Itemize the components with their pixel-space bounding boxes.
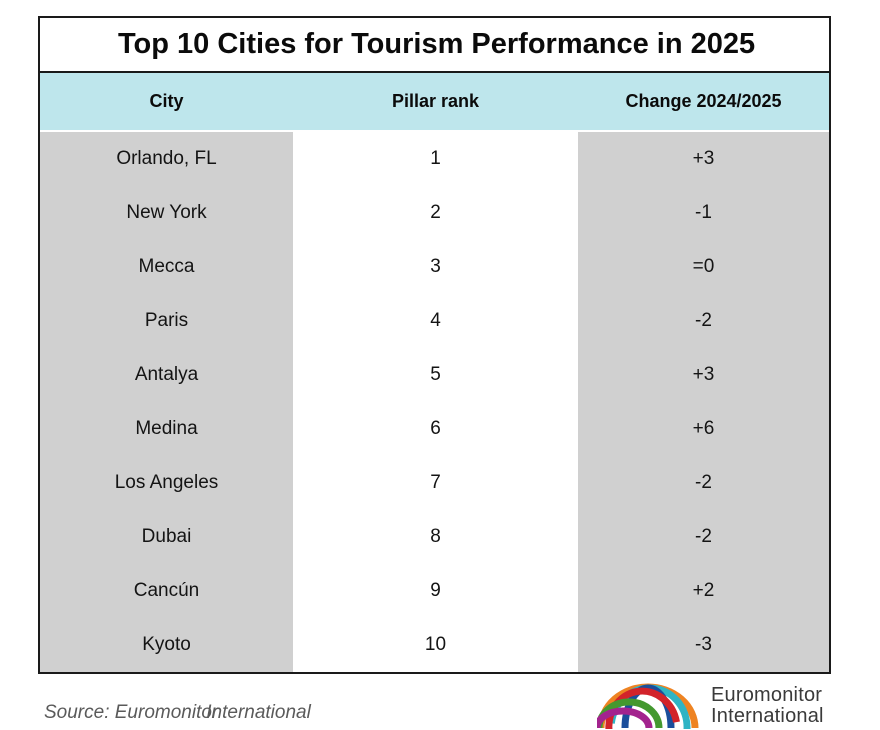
euromonitor-arcs-icon — [597, 683, 699, 729]
change-cell: -3 — [578, 618, 829, 672]
rank-cell: 6 — [293, 402, 578, 456]
change-cell: -2 — [578, 456, 829, 510]
table-row: Kyoto 10 -3 — [40, 618, 829, 672]
rank-cell: 8 — [293, 510, 578, 564]
table-row: Paris 4 -2 — [40, 294, 829, 348]
city-cell: Dubai — [40, 510, 293, 564]
rank-cell: 9 — [293, 564, 578, 618]
header-change: Change 2024/2025 — [625, 91, 782, 111]
table-row: Medina 6 +6 — [40, 402, 829, 456]
euromonitor-logo-text: Euromonitor International — [711, 685, 824, 727]
rank-cell: 1 — [293, 132, 578, 186]
city-cell: Los Angeles — [40, 456, 293, 510]
table-row: Orlando, FL 1 +3 — [40, 132, 829, 186]
table-row: Mecca 3 =0 — [40, 240, 829, 294]
rank-cell: 2 — [293, 186, 578, 240]
header-city: City — [149, 91, 184, 111]
euromonitor-logo: Euromonitor International — [597, 683, 824, 729]
source-caption-suffix: International — [206, 702, 311, 723]
city-cell: Medina — [40, 402, 293, 456]
rank-cell: 7 — [293, 456, 578, 510]
table-row: Los Angeles 7 -2 — [40, 456, 829, 510]
source-caption-prefix: Source: Euromonitor — [44, 702, 219, 723]
change-cell: +3 — [578, 348, 829, 402]
city-cell: Paris — [40, 294, 293, 348]
table-row: Antalya 5 +3 — [40, 348, 829, 402]
change-cell: +2 — [578, 564, 829, 618]
change-cell: +3 — [578, 132, 829, 186]
source-caption: Source: EuromonitorInternational — [44, 702, 311, 724]
change-cell: =0 — [578, 240, 829, 294]
table-row: Dubai 8 -2 — [40, 510, 829, 564]
change-cell: -1 — [578, 186, 829, 240]
table-body: Orlando, FL 1 +3 New York 2 -1 Mecca 3 =… — [40, 132, 829, 672]
city-cell: Kyoto — [40, 618, 293, 672]
city-cell: Mecca — [40, 240, 293, 294]
change-cell: -2 — [578, 294, 829, 348]
change-cell: -2 — [578, 510, 829, 564]
rank-cell: 10 — [293, 618, 578, 672]
logo-text-line2: International — [711, 705, 824, 727]
table-row: Cancún 9 +2 — [40, 564, 829, 618]
city-cell: Orlando, FL — [40, 132, 293, 186]
logo-text-line1: Euromonitor — [711, 684, 823, 706]
table-header-row: City Pillar rank Change 2024/2025 — [40, 73, 829, 132]
city-cell: Cancún — [40, 564, 293, 618]
city-cell: Antalya — [40, 348, 293, 402]
rank-cell: 5 — [293, 348, 578, 402]
page-title: Top 10 Cities for Tourism Performance in… — [40, 18, 829, 73]
tourism-performance-table: Top 10 Cities for Tourism Performance in… — [38, 16, 831, 674]
city-cell: New York — [40, 186, 293, 240]
table-row: New York 2 -1 — [40, 186, 829, 240]
change-cell: +6 — [578, 402, 829, 456]
rank-cell: 4 — [293, 294, 578, 348]
header-pillar-rank: Pillar rank — [391, 91, 480, 111]
rank-cell: 3 — [293, 240, 578, 294]
